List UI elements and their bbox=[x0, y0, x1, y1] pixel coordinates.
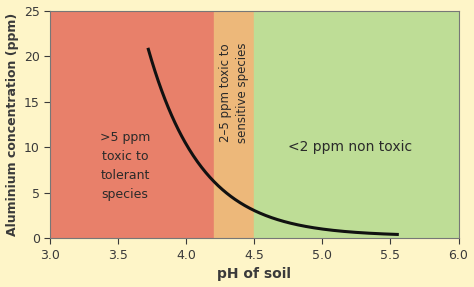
Text: >5 ppm
toxic to
tolerant
species: >5 ppm toxic to tolerant species bbox=[100, 131, 150, 201]
Bar bbox=[50, 11, 214, 238]
Text: 2–5 ppm toxic to
sensitive species: 2–5 ppm toxic to sensitive species bbox=[219, 42, 249, 143]
Text: <2 ppm non toxic: <2 ppm non toxic bbox=[288, 140, 412, 154]
Bar bbox=[214, 11, 255, 238]
Y-axis label: Aluminium concentration (ppm): Aluminium concentration (ppm) bbox=[6, 13, 18, 236]
Bar bbox=[255, 11, 458, 238]
X-axis label: pH of soil: pH of soil bbox=[218, 267, 292, 282]
